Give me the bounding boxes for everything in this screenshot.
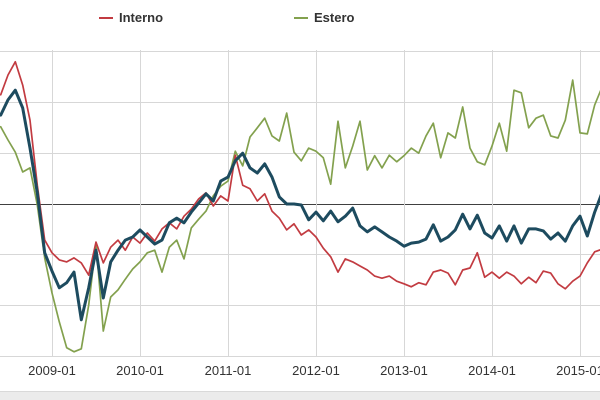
series-line-dark-series bbox=[0, 88, 600, 322]
legend-item-interno[interactable]: Interno bbox=[99, 11, 163, 25]
bottom-strip bbox=[0, 391, 600, 400]
x-tick-label: 2011-01 bbox=[204, 363, 252, 378]
gridlines bbox=[0, 50, 600, 357]
x-tick-label: 2010-01 bbox=[116, 363, 164, 378]
legend-label-estero: Estero bbox=[314, 10, 355, 25]
chart-legend: Interno Estero bbox=[0, 0, 600, 38]
x-tick-label: 2015-01 bbox=[556, 363, 600, 378]
legend-dash-interno-icon bbox=[99, 17, 113, 19]
legend-item-estero[interactable]: Estero bbox=[294, 11, 354, 25]
x-tick-label: 2012-01 bbox=[292, 363, 340, 378]
x-tick-label: 2009-01 bbox=[28, 363, 76, 378]
series-lines bbox=[0, 60, 600, 353]
x-tick-label: 2014-01 bbox=[468, 363, 516, 378]
legend-dash-estero-icon bbox=[294, 17, 308, 19]
series-line-interno bbox=[0, 60, 600, 290]
x-tick-label: 2013-01 bbox=[380, 363, 428, 378]
legend-label-interno: Interno bbox=[119, 10, 164, 25]
series-line-estero bbox=[0, 79, 600, 353]
